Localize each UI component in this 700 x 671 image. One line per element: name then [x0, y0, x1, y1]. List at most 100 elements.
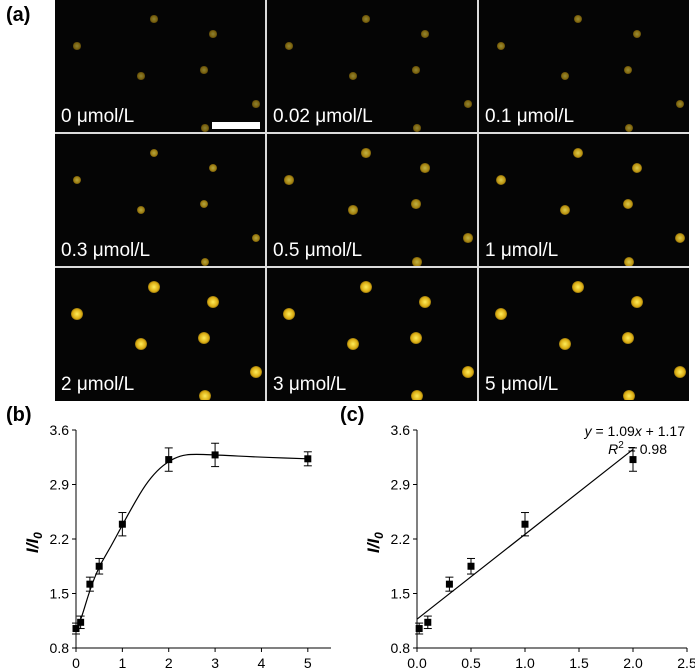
particle: [251, 233, 261, 243]
data-point: [521, 520, 529, 528]
fit-curve: [75, 453, 308, 629]
particle: [150, 15, 158, 23]
x-tick-label: 3: [211, 655, 219, 671]
y-tick-label: 2.2: [50, 531, 70, 547]
particle: [624, 66, 632, 74]
data-point: [415, 625, 423, 633]
data-point: [77, 618, 85, 626]
x-tick-label: 0.0: [407, 655, 427, 671]
y-tick-label: 2.9: [391, 477, 411, 493]
data-point: [629, 456, 637, 464]
concentration-label: 0 μmol/L: [61, 106, 135, 127]
y-tick-label: 1.5: [391, 586, 411, 602]
particle: [361, 148, 371, 158]
y-tick-label: 3.6: [50, 422, 70, 438]
y-tick-label: 2.9: [50, 477, 70, 493]
particle: [622, 332, 634, 344]
particle: [420, 163, 430, 173]
panel-a-label: (a): [6, 4, 31, 26]
particle: [199, 390, 211, 400]
particle: [464, 100, 472, 108]
particle: [559, 338, 571, 350]
particle: [674, 366, 686, 378]
particle: [495, 174, 507, 186]
y-axis-label: I/I0: [364, 532, 386, 553]
y-tick-label: 3.6: [391, 422, 411, 438]
micrograph-grid: 0 μmol/L 0.02 μmol/L 0.1 μmol/L 0.3 μmol/L 0…: [55, 0, 689, 401]
particle: [149, 148, 159, 158]
particle: [623, 390, 635, 400]
particle: [572, 147, 584, 159]
y-tick-label: 1.5: [50, 586, 70, 602]
particle: [633, 30, 641, 38]
micrograph-cell: 5 μmol/L: [479, 268, 689, 400]
particle: [462, 366, 474, 378]
panel-b-label: (b): [6, 404, 32, 426]
particle: [463, 233, 473, 243]
concentration-label: 3 μmol/L: [273, 374, 347, 395]
particle: [349, 72, 357, 80]
particle: [411, 390, 423, 400]
data-point: [445, 580, 453, 588]
particle: [208, 163, 218, 173]
concentration-label: 0.3 μmol/L: [61, 240, 151, 261]
particle: [410, 332, 422, 344]
data-point: [118, 520, 126, 528]
particle: [136, 205, 146, 215]
micrograph-cell: 0 μmol/L: [55, 0, 265, 132]
particle: [360, 281, 372, 293]
micrograph-cell: 2 μmol/L: [55, 268, 265, 400]
micrograph-cell: 0.02 μmol/L: [267, 0, 477, 132]
data-point: [86, 580, 94, 588]
grid-divider: [477, 0, 479, 401]
particle: [348, 205, 358, 215]
x-tick-label: 1.0: [515, 655, 535, 671]
data-point: [211, 451, 219, 459]
particle: [285, 42, 293, 50]
particle: [252, 100, 260, 108]
particle: [497, 42, 505, 50]
particle: [421, 30, 429, 38]
grid-divider: [55, 266, 689, 268]
scale-bar: [212, 122, 260, 129]
x-tick-label: 1: [118, 655, 126, 671]
particle: [411, 199, 421, 209]
particle: [625, 124, 633, 132]
data-point: [95, 562, 103, 570]
particle: [572, 281, 584, 293]
x-tick-label: 2.0: [623, 655, 643, 671]
chart-c: 0.81.52.22.93.60.00.51.01.52.02.5I/I0Cch…: [364, 422, 695, 671]
data-point: [304, 455, 312, 463]
particle: [71, 308, 83, 320]
x-tick-label: 0.5: [461, 655, 481, 671]
y-tick-label: 2.2: [391, 531, 411, 547]
particle: [412, 66, 420, 74]
x-tick-label: 2: [165, 655, 173, 671]
particle: [559, 204, 571, 216]
concentration-label: 0.1 μmol/L: [485, 106, 575, 127]
micrograph-cell: 0.3 μmol/L: [55, 134, 265, 266]
grid-divider: [55, 132, 689, 134]
micrograph-cell: 1 μmol/L: [479, 134, 689, 266]
fit-equation: y = 1.09x + 1.17: [584, 423, 686, 439]
y-tick-label: 0.8: [50, 640, 70, 656]
particle: [73, 42, 81, 50]
panel-c-label: (c): [340, 404, 365, 426]
particle: [137, 72, 145, 80]
particle: [200, 257, 210, 266]
particle: [362, 15, 370, 23]
micrograph-cell: 0.1 μmol/L: [479, 0, 689, 132]
particle: [135, 338, 147, 350]
particle: [209, 30, 217, 38]
data-point: [165, 456, 173, 464]
particle: [622, 198, 634, 210]
particle: [631, 296, 643, 308]
x-tick-label: 2.5: [677, 655, 695, 671]
grid-divider: [265, 0, 267, 401]
particle: [200, 66, 208, 74]
particle: [495, 308, 507, 320]
particle: [198, 332, 210, 344]
particle: [561, 72, 569, 80]
micrograph-cell: 0.5 μmol/L: [267, 134, 477, 266]
